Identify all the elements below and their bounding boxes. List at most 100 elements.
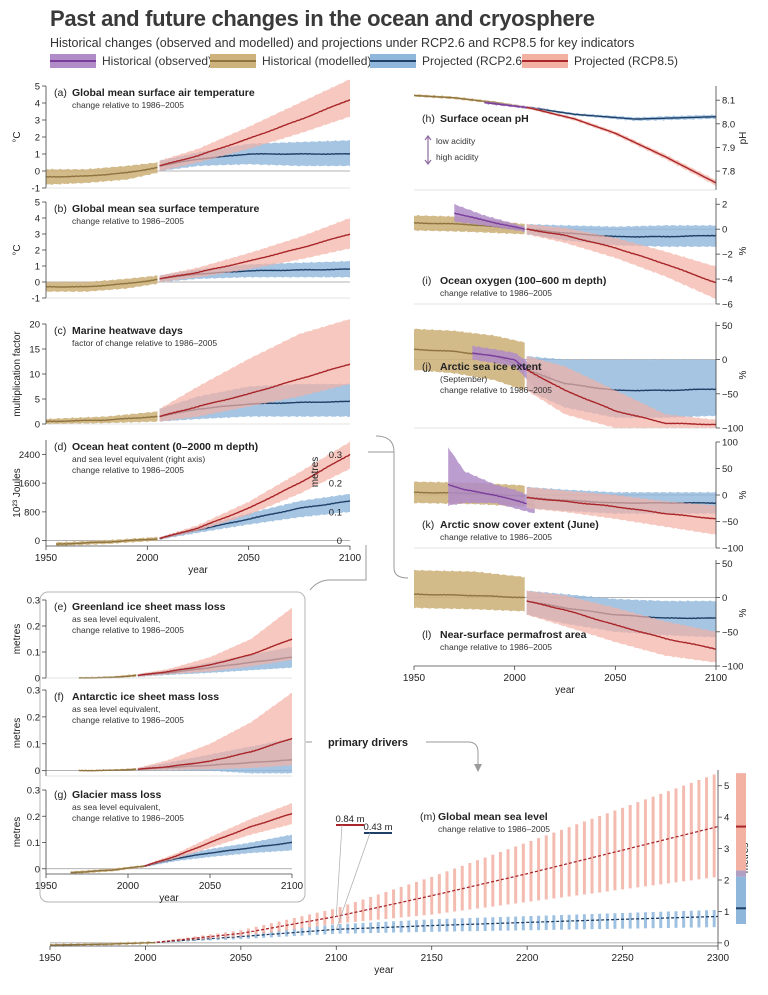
series-line bbox=[413, 94, 525, 108]
series-line bbox=[413, 593, 525, 599]
panel-letter: (a) bbox=[54, 87, 67, 99]
y-tick-label: 20 bbox=[29, 320, 40, 331]
y-tick-label: 1 bbox=[35, 262, 40, 273]
series-rcp85 bbox=[526, 223, 717, 299]
panel-title: Greenland ice sheet mass loss bbox=[72, 601, 226, 613]
panel-subtitle: change relative to 1986–2005 bbox=[72, 715, 184, 725]
panel-i: 2 0 −2 −4 −6% (i) Ocean oxygen (100–600 m dept… bbox=[413, 198, 749, 311]
y2-tick-label: 0 bbox=[337, 536, 342, 547]
legend-swatch bbox=[522, 54, 568, 68]
panel-letter: (c) bbox=[54, 325, 66, 337]
y-axis-label: % bbox=[738, 608, 749, 617]
series-line bbox=[137, 737, 293, 770]
y-tick-label: 4 bbox=[35, 214, 40, 225]
y-tick-label: 0.3 bbox=[27, 596, 40, 607]
y-tick-label: 1600 bbox=[19, 479, 40, 490]
series-rcp85 bbox=[526, 356, 717, 429]
y-tick-label: −100 bbox=[722, 544, 743, 555]
y-axis-label: °C bbox=[12, 244, 23, 255]
x-tick-label: 2100 bbox=[339, 553, 362, 564]
series-line bbox=[159, 98, 351, 167]
arrow-label: low acidity bbox=[436, 136, 476, 146]
panel-title-group: (b) Global mean sea surface temperaturech… bbox=[54, 203, 259, 226]
panel-a: -1 0 1 2 3 4 5 °C (a) Global mean surface air tem… bbox=[12, 79, 351, 195]
series-line bbox=[447, 483, 535, 507]
series-line bbox=[526, 496, 716, 520]
uncertainty-band bbox=[414, 94, 525, 109]
panel-title-group: (h) Surface ocean pH bbox=[422, 113, 529, 125]
legend-item-historical-modelled: Historical (modelled) bbox=[210, 54, 371, 68]
y-tick-label: −4 bbox=[722, 275, 733, 286]
panel-c: 0 5 10 15 20 multiplication factor (c) Marine h… bbox=[12, 319, 351, 431]
series-line bbox=[156, 915, 718, 943]
y-axis: -1 0 1 2 3 4 5 °C bbox=[12, 82, 47, 195]
y-tick-label: 50 bbox=[722, 321, 733, 332]
y-tick-label: 3 bbox=[35, 116, 40, 127]
x-tick-label: 2100 bbox=[705, 673, 728, 684]
y-tick-label: −100 bbox=[722, 424, 743, 435]
series-rcp85 bbox=[137, 607, 293, 677]
x-tick-label: 2100 bbox=[325, 953, 348, 964]
x-tick-label: 2050 bbox=[230, 953, 253, 964]
panel-subtitle: as sea level equivalent, bbox=[72, 614, 160, 624]
series-historical-modelled bbox=[45, 411, 158, 425]
legend-swatch bbox=[210, 54, 256, 68]
series-historical-modelled bbox=[413, 94, 525, 109]
page-title: Past and future changes in the ocean and… bbox=[50, 6, 595, 31]
rcp85-range-bar bbox=[736, 773, 746, 871]
y-tick-label: 2 bbox=[35, 133, 40, 144]
panel-letter: (k) bbox=[422, 519, 434, 531]
y-tick-label: 1 bbox=[724, 907, 729, 918]
y-axis-label: metres bbox=[12, 817, 23, 848]
panel-subtitle: change relative to 1986–2005 bbox=[440, 642, 552, 652]
panel-subtitle: change relative to 1986–2005 bbox=[72, 465, 184, 475]
panel-letter: (i) bbox=[422, 275, 431, 287]
connector-label: primary drivers bbox=[328, 737, 408, 749]
y-axis: 0 0.1 0.2 0.3 metres bbox=[12, 786, 47, 875]
series-historical-observed bbox=[447, 447, 535, 514]
series-rcp85 bbox=[155, 774, 719, 943]
panel-subtitle: change relative to 1986–2005 bbox=[72, 625, 184, 635]
y-tick-label: 5 bbox=[724, 781, 729, 792]
series-rcp85 bbox=[526, 106, 717, 186]
panel-letter: (g) bbox=[54, 789, 67, 801]
legend-item-projected-rcp85: Projected (RCP8.5) bbox=[522, 54, 678, 68]
uncertainty-band bbox=[46, 162, 158, 185]
panel-subtitle: as sea level equivalent, bbox=[72, 802, 160, 812]
panel-h: 8.1 8.0 7.9 7.8 pH (h) Surface ocean pH low aci… bbox=[413, 86, 749, 191]
rcp26-range-bar bbox=[736, 876, 746, 924]
series-rcp26 bbox=[526, 106, 717, 122]
series-rcp85 bbox=[526, 486, 716, 536]
panel-title: Ocean heat content (0–2000 m depth) bbox=[72, 441, 258, 453]
uncertainty-band bbox=[526, 486, 716, 536]
series-line bbox=[526, 106, 717, 120]
y-tick-label: 4 bbox=[724, 813, 729, 824]
panel-j: 50 0 −50 −100% (j) Arctic sea ice extent(Sept… bbox=[413, 321, 749, 435]
y-tick-label: 0.3 bbox=[27, 786, 40, 797]
y-tick-label: 8.0 bbox=[722, 119, 735, 130]
y-tick-label: 0 bbox=[35, 674, 40, 685]
x-axis-label: year bbox=[374, 965, 394, 976]
series-line bbox=[526, 600, 716, 650]
y-tick-label: 4 bbox=[35, 99, 40, 110]
y2-tick-label: 0.1 bbox=[329, 507, 342, 518]
series-historical-modelled bbox=[70, 864, 145, 875]
y-tick-label: 0 bbox=[722, 593, 727, 604]
y-axis: 100 50 0 −50 −100% bbox=[715, 438, 749, 555]
uncertainty-band bbox=[159, 79, 350, 171]
sea-level-annotations: 0.84 m0.43 m bbox=[335, 814, 393, 930]
y-tick-label: −50 bbox=[722, 627, 738, 638]
panel-subtitle: factor of change relative to 1986–2005 bbox=[72, 338, 217, 348]
panel-letter: (d) bbox=[54, 441, 67, 453]
panel-g: 0 0.1 0.2 0.3 metres 1950 2000 2050 2100 year (g) G… bbox=[12, 786, 304, 905]
y-tick-label: 0 bbox=[722, 225, 727, 236]
panel-subtitle: change relative to 1986–2005 bbox=[440, 288, 552, 298]
series-line bbox=[70, 865, 145, 874]
y-axis: 0 800 1600 2400 10²³ Joules 0 0.1 0.2 0.3 metres bbox=[12, 440, 342, 547]
panel-letter: (f) bbox=[54, 691, 64, 703]
panel-f: 0 0.1 0.2 0.3 metres (f) Antarctic ice sheet m… bbox=[12, 686, 293, 777]
arrow-head-up bbox=[424, 135, 432, 141]
uncertainty-band bbox=[46, 275, 158, 292]
panel-e: 0 0.1 0.2 0.3 metres (e) Greenland ice sheet m… bbox=[12, 596, 293, 685]
panel-title-group: (a) Global mean surface air temperaturech… bbox=[54, 87, 255, 110]
